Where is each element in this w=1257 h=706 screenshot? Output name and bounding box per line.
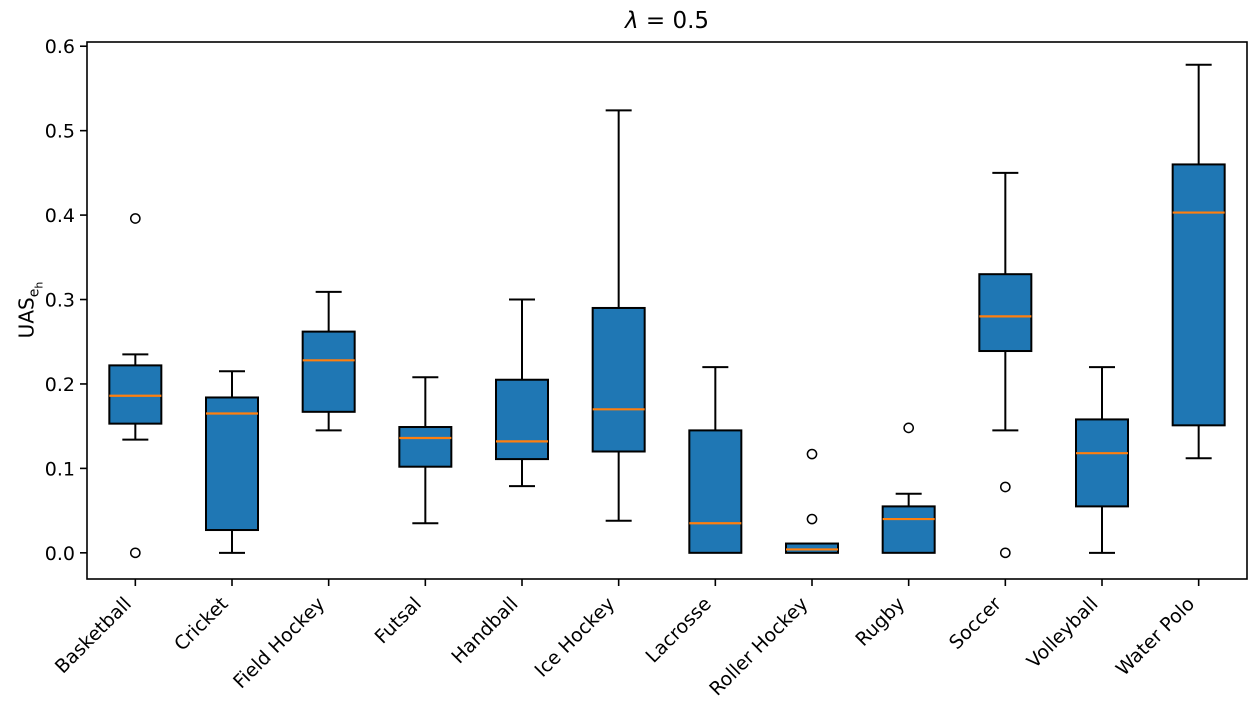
box bbox=[1171, 163, 1226, 427]
x-tick-label: Cricket bbox=[170, 593, 232, 655]
title-lambda-symbol: λ bbox=[624, 8, 639, 34]
y-tick-label: 0.6 bbox=[45, 36, 75, 58]
y-tick-label: 0.0 bbox=[45, 543, 75, 565]
plot-area: 0.0 0.1 0.2 0.3 0.4 0.5 0.6 Basketball Cricket Fi… bbox=[45, 36, 1248, 700]
outlier-point bbox=[999, 547, 1011, 559]
outlier-point bbox=[999, 481, 1011, 493]
box bbox=[785, 542, 839, 554]
box bbox=[881, 505, 936, 554]
box bbox=[205, 396, 259, 532]
outlier-point bbox=[903, 422, 915, 434]
x-tick-label: Handball bbox=[447, 593, 522, 668]
y-axis-label-main: UAS bbox=[14, 297, 39, 339]
x-tick-label: Futsal bbox=[371, 593, 426, 648]
box bbox=[591, 306, 646, 453]
box bbox=[688, 429, 743, 554]
box bbox=[301, 330, 356, 413]
x-tick-label: Rugby bbox=[851, 593, 909, 651]
y-axis-label: UASeh bbox=[15, 282, 46, 339]
y-axis-label-sub: e bbox=[26, 288, 43, 298]
y-tick-label: 0.3 bbox=[45, 290, 75, 312]
x-tick-label: Volleyball bbox=[1023, 593, 1103, 673]
y-tick-label: 0.4 bbox=[45, 205, 75, 227]
x-tick-label: Water Polo bbox=[1112, 593, 1199, 680]
x-tick-label: Soccer bbox=[945, 593, 1006, 654]
box bbox=[1075, 418, 1129, 508]
box bbox=[978, 273, 1033, 353]
chart-title: λ = 0.5 bbox=[87, 8, 1247, 34]
x-tick-label: Lacrosse bbox=[641, 593, 715, 667]
x-tick-label: Basketball bbox=[51, 593, 136, 678]
axes-spines bbox=[86, 41, 1248, 580]
box bbox=[108, 364, 163, 425]
outlier-point bbox=[806, 448, 818, 460]
y-tick-label: 0.2 bbox=[45, 374, 75, 396]
outlier-point bbox=[129, 547, 141, 559]
box bbox=[398, 426, 453, 468]
boxplot-svg: 0.0 0.1 0.2 0.3 0.4 0.5 0.6 Basketball CricketFi… bbox=[45, 36, 1248, 700]
x-tick-label: Roller Hockey bbox=[705, 593, 812, 700]
y-tick-label: 0.1 bbox=[45, 458, 75, 480]
x-tick-label: Field Hockey bbox=[229, 593, 329, 693]
box bbox=[495, 378, 549, 461]
outlier-point bbox=[129, 213, 141, 224]
y-tick-label: 0.5 bbox=[45, 121, 75, 143]
outlier-point bbox=[806, 513, 818, 525]
title-value: = 0.5 bbox=[638, 8, 710, 34]
y-axis-label-subsub: h bbox=[32, 281, 46, 289]
x-tick-label: Ice Hockey bbox=[531, 593, 620, 682]
